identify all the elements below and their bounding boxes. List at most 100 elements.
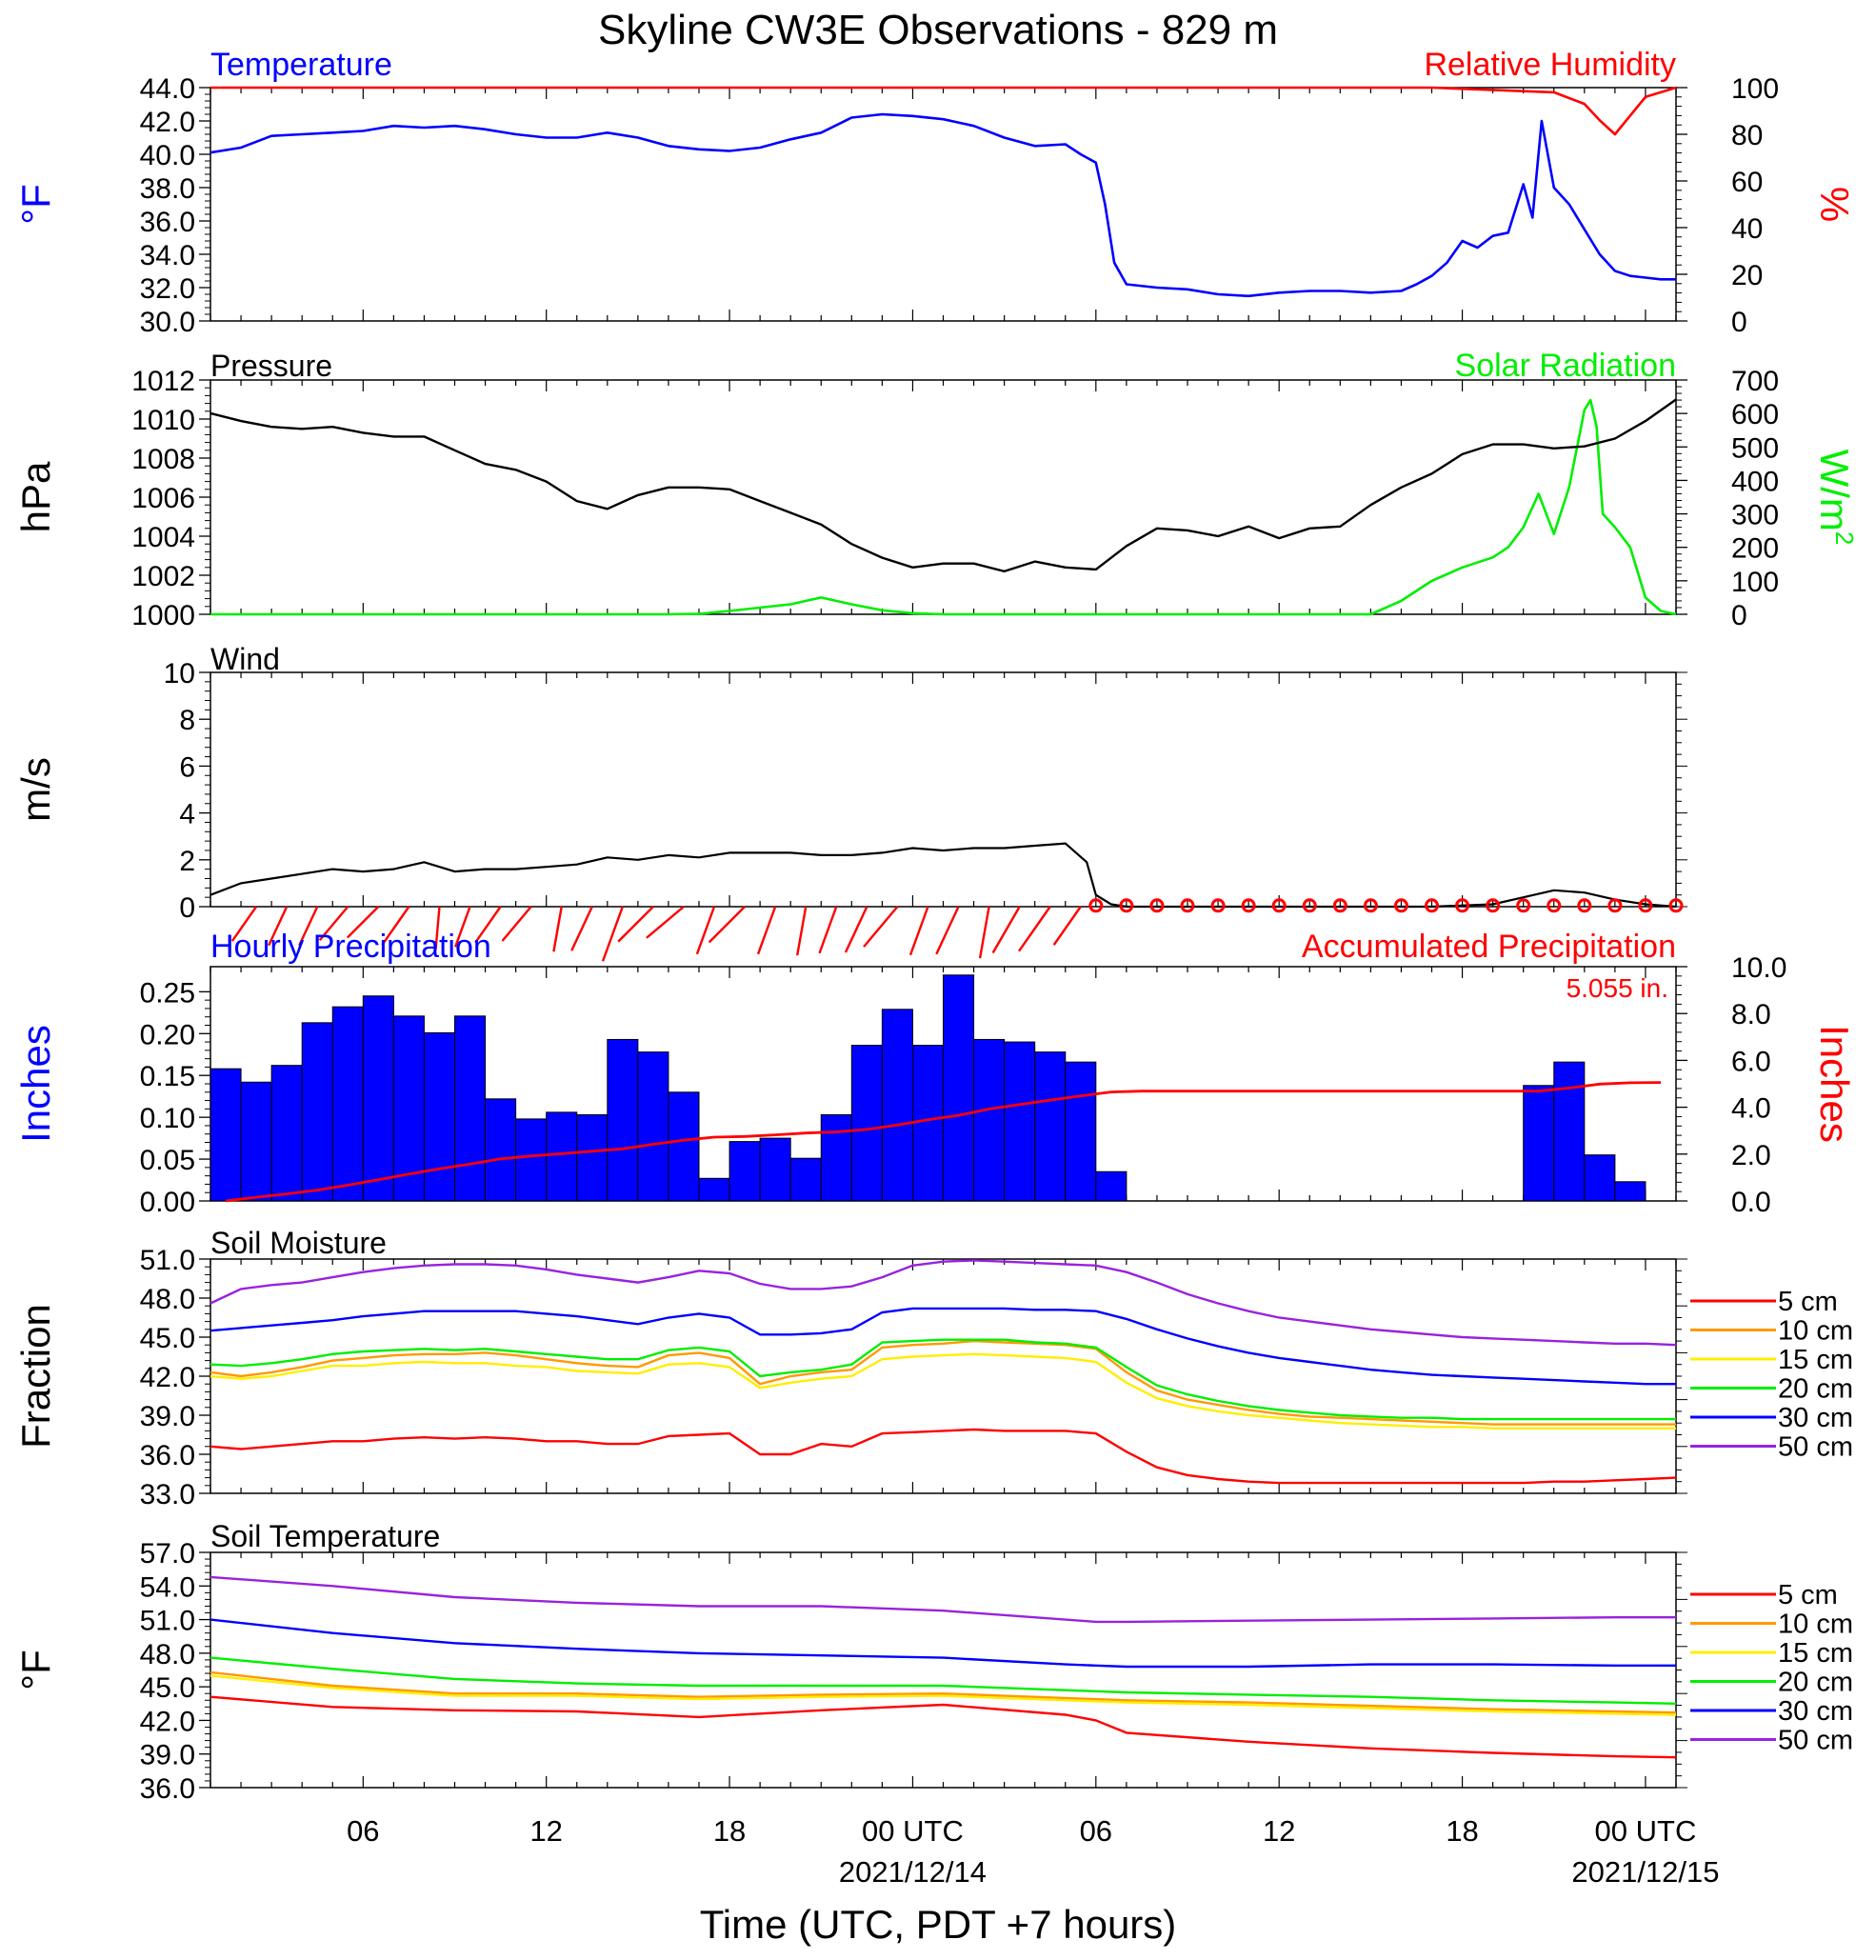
- calm-wind-marker: [1149, 898, 1165, 913]
- y-tick-label: 1010: [131, 405, 195, 436]
- y-tick-label: 10: [164, 658, 195, 690]
- figure-title: Skyline CW3E Observations - 829 m: [598, 7, 1278, 53]
- wind-barb: [844, 906, 868, 953]
- soil-series-line: [210, 1352, 1676, 1430]
- y2-tick-label: 0: [1731, 600, 1747, 631]
- calm-wind-marker: [1241, 898, 1256, 913]
- soil-series-line: [210, 1674, 1677, 1716]
- hourly-precip-bar: [1523, 1085, 1555, 1202]
- wind-barb: [230, 906, 258, 942]
- hourly-precip-bar: [820, 1114, 852, 1202]
- right-title: Accumulated Precipitation: [1302, 929, 1676, 965]
- wind-barb: [381, 906, 410, 946]
- y2-tick-label: 600: [1731, 399, 1779, 430]
- y-tick-label: 40.0: [140, 140, 195, 171]
- y-tick-label: 0.00: [140, 1187, 195, 1218]
- y-tick-label: 39.0: [140, 1740, 195, 1771]
- y-tick-label: 54.0: [140, 1571, 195, 1603]
- y-tick-label: 45.0: [140, 1672, 195, 1704]
- y2-tick-label: 60: [1731, 167, 1763, 198]
- x-tick-label: 06: [1080, 1814, 1112, 1848]
- y-tick-label: 48.0: [140, 1639, 195, 1670]
- wind-barb: [617, 906, 654, 943]
- legend-label: 20 cm: [1778, 1668, 1853, 1698]
- soil-series-line: [210, 1695, 1677, 1759]
- y2-tick-label: 8.0: [1731, 999, 1771, 1030]
- y2-tick-label: 0.0: [1731, 1187, 1771, 1218]
- y-tick-label: 57.0: [140, 1538, 195, 1570]
- y-tick-label: 51.0: [140, 1606, 195, 1637]
- wind-barb: [818, 906, 838, 954]
- calm-wind-marker: [1547, 898, 1562, 913]
- wind-barb: [474, 906, 502, 944]
- y-tick-label: 4: [179, 799, 195, 830]
- wind-barb: [796, 906, 808, 956]
- x-tick-label: 00 UTC: [862, 1814, 964, 1848]
- y2-axis-unit-superscript: 2: [1830, 531, 1859, 545]
- y-tick-label: 42.0: [140, 1362, 195, 1393]
- wind-barb: [454, 906, 471, 948]
- calm-wind-marker: [1486, 898, 1501, 913]
- legend-label: 30 cm: [1778, 1696, 1853, 1727]
- wind-barb: [298, 906, 319, 947]
- x-tick-label: 06: [347, 1814, 379, 1848]
- y-tick-label: 36.0: [140, 1440, 195, 1471]
- legend-label: 10 cm: [1778, 1316, 1853, 1347]
- panel-frame: [210, 671, 1677, 908]
- relative-humidity-line: [210, 86, 1677, 136]
- y-tick-label: 1006: [131, 483, 195, 514]
- hourly-precip-bar: [210, 1068, 242, 1202]
- calm-wind-marker: [1425, 898, 1439, 913]
- wind-barb: [695, 906, 716, 955]
- y-tick-label: 0.25: [140, 977, 195, 1009]
- hourly-precip-bar: [1614, 1181, 1646, 1202]
- legend-label: 10 cm: [1778, 1610, 1853, 1640]
- hourly-precip-bar: [546, 1111, 578, 1202]
- wind-barb: [570, 906, 593, 951]
- pressure-line: [210, 398, 1677, 573]
- calm-wind-marker: [1607, 898, 1623, 913]
- hourly-precip-bar: [362, 995, 394, 1202]
- x-date-label: 2021/12/15: [1571, 1855, 1719, 1889]
- x-tick-label: 18: [1446, 1814, 1478, 1848]
- y2-tick-label: 500: [1731, 432, 1779, 464]
- wind-barb: [935, 906, 960, 955]
- y2-axis-unit: W/m: [1812, 450, 1857, 531]
- y2-tick-label: 700: [1731, 366, 1779, 397]
- hourly-precip-bar: [485, 1098, 517, 1202]
- y-tick-label: 34.0: [140, 240, 195, 271]
- legend-label: 50 cm: [1778, 1432, 1853, 1463]
- wind-barb: [268, 906, 289, 947]
- hourly-precip-bar: [240, 1081, 272, 1202]
- hourly-precip-bar: [1584, 1154, 1616, 1202]
- right-title: Relative Humidity: [1424, 47, 1676, 83]
- y2-axis-label: W/m2: [1812, 450, 1859, 546]
- y2-tick-label: 0: [1731, 307, 1747, 338]
- solar-radiation-line: [210, 398, 1677, 616]
- y2-tick-label: 10.0: [1731, 952, 1786, 984]
- wind-barb: [318, 906, 349, 942]
- left-title: Hourly Precipitation: [210, 929, 491, 965]
- soil-series-line: [210, 1307, 1676, 1386]
- hourly-precip-bar: [698, 1177, 730, 1202]
- wind-barb: [756, 906, 777, 955]
- hourly-precip-bar: [576, 1114, 609, 1202]
- y2-axis-label: Inches: [1812, 1025, 1857, 1143]
- right-title: Solar Radiation: [1455, 348, 1676, 384]
- y-axis-label: Inches: [13, 1025, 58, 1143]
- y2-tick-label: 300: [1731, 500, 1779, 531]
- soil-series-line: [210, 1338, 1676, 1421]
- pressure-panel: 1000 1002 1004 1006 1008 1010 1012 010020030040…: [13, 348, 1859, 631]
- hourly-precip-bar: [943, 974, 975, 1202]
- y-tick-label: 42.0: [140, 107, 195, 138]
- y-tick-label: 0.15: [140, 1061, 195, 1092]
- temperature-panel: 30.032.034.036.038.040.042.044.0 0 20 40 60 8…: [13, 47, 1857, 338]
- soil-series-line: [210, 1428, 1677, 1485]
- wind-barb: [552, 906, 563, 952]
- calm-wind-marker: [1455, 898, 1470, 913]
- hourly-precip-bar: [1095, 1170, 1128, 1202]
- hourly-precip-bar: [637, 1051, 669, 1202]
- calm-wind-marker: [1516, 898, 1531, 913]
- y-tick-label: 51.0: [140, 1245, 195, 1276]
